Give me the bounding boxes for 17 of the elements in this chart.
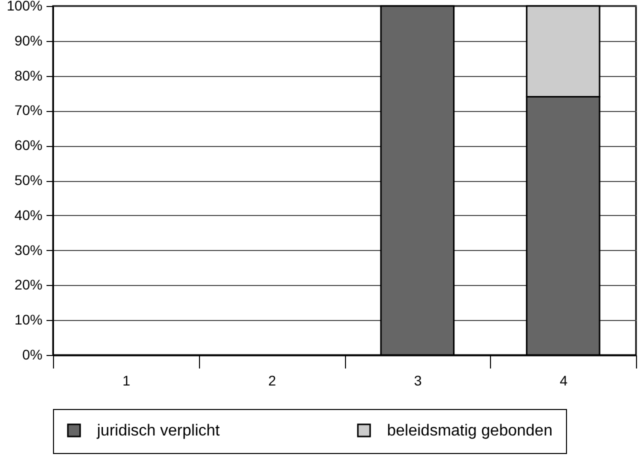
legend-label: beleidsmatig gebonden	[387, 422, 552, 440]
x-tick-label: 3	[414, 372, 422, 388]
y-tick-label: 50%	[14, 172, 42, 188]
x-tick-label: 4	[560, 372, 568, 388]
y-tick-label: 60%	[14, 137, 42, 154]
y-tick-label: 80%	[14, 67, 42, 84]
y-tick-label: 30%	[14, 242, 42, 258]
legend-label: juridisch verplicht	[96, 422, 220, 440]
x-tick-label: 2	[268, 372, 276, 388]
y-tick-label: 10%	[14, 312, 42, 328]
y-tick-label: 70%	[14, 102, 42, 118]
y-tick-label: 40%	[14, 206, 42, 223]
y-tick-label: 0%	[22, 346, 42, 362]
x-tick-label: 1	[122, 372, 130, 388]
y-tick-label: 20%	[14, 276, 42, 293]
y-tick-label: 100%	[6, 0, 42, 14]
y-tick-label: 90%	[14, 32, 42, 48]
